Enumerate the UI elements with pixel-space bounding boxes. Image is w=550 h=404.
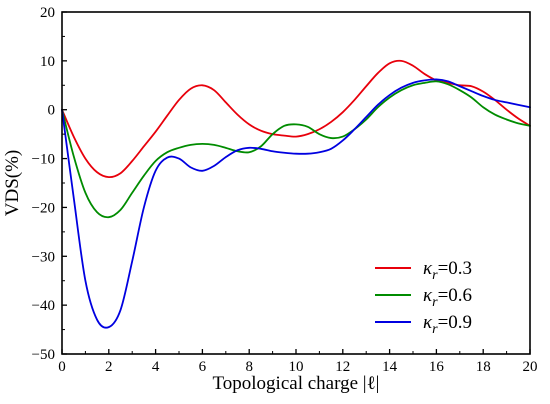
- x-tick-label: 10: [289, 359, 304, 375]
- y-tick-label: −30: [32, 249, 55, 265]
- y-tick-label: −10: [32, 152, 55, 168]
- y-tick-label: −20: [32, 200, 55, 216]
- legend-item-3: κr=0.9: [375, 312, 472, 337]
- y-tick-label: 10: [40, 54, 55, 70]
- y-tick-label: 0: [48, 103, 56, 119]
- x-tick-label: 16: [429, 359, 445, 375]
- x-tick-label: 8: [245, 359, 253, 375]
- y-tick-label: 20: [40, 5, 55, 21]
- legend-item-2: κr=0.6: [375, 285, 472, 310]
- y-axis-title: VDS(%): [2, 150, 23, 217]
- x-tick-label: 2: [105, 359, 113, 375]
- series-line-2: [61, 80, 531, 219]
- legend-item-1: κr=0.3: [375, 258, 472, 283]
- x-tick-label: 6: [199, 359, 207, 375]
- series-layer: [61, 59, 531, 329]
- x-tick-label: 20: [523, 359, 538, 375]
- y-tick-label: −40: [32, 298, 55, 314]
- x-tick-label: 14: [382, 359, 398, 375]
- legend: κr=0.3κr=0.6κr=0.9: [375, 258, 472, 337]
- y-tick-label: −50: [32, 347, 55, 363]
- x-tick-label: 4: [152, 359, 160, 375]
- x-tick-label: 18: [476, 359, 491, 375]
- x-axis-title: Topological charge |ℓ|: [213, 373, 380, 394]
- series-line-3: [61, 78, 531, 329]
- ticks-layer: 0 2 4 6 8 10 12 14 16 18 20 20 10 0 −10 −20 −30 −40 −50: [32, 5, 538, 375]
- legend-label: κr=0.3: [423, 258, 472, 283]
- legend-label: κr=0.6: [423, 285, 472, 310]
- x-tick-label: 12: [335, 359, 350, 375]
- x-tick-label: 0: [58, 359, 66, 375]
- series-line-1: [61, 59, 531, 179]
- legend-label: κr=0.9: [423, 312, 472, 337]
